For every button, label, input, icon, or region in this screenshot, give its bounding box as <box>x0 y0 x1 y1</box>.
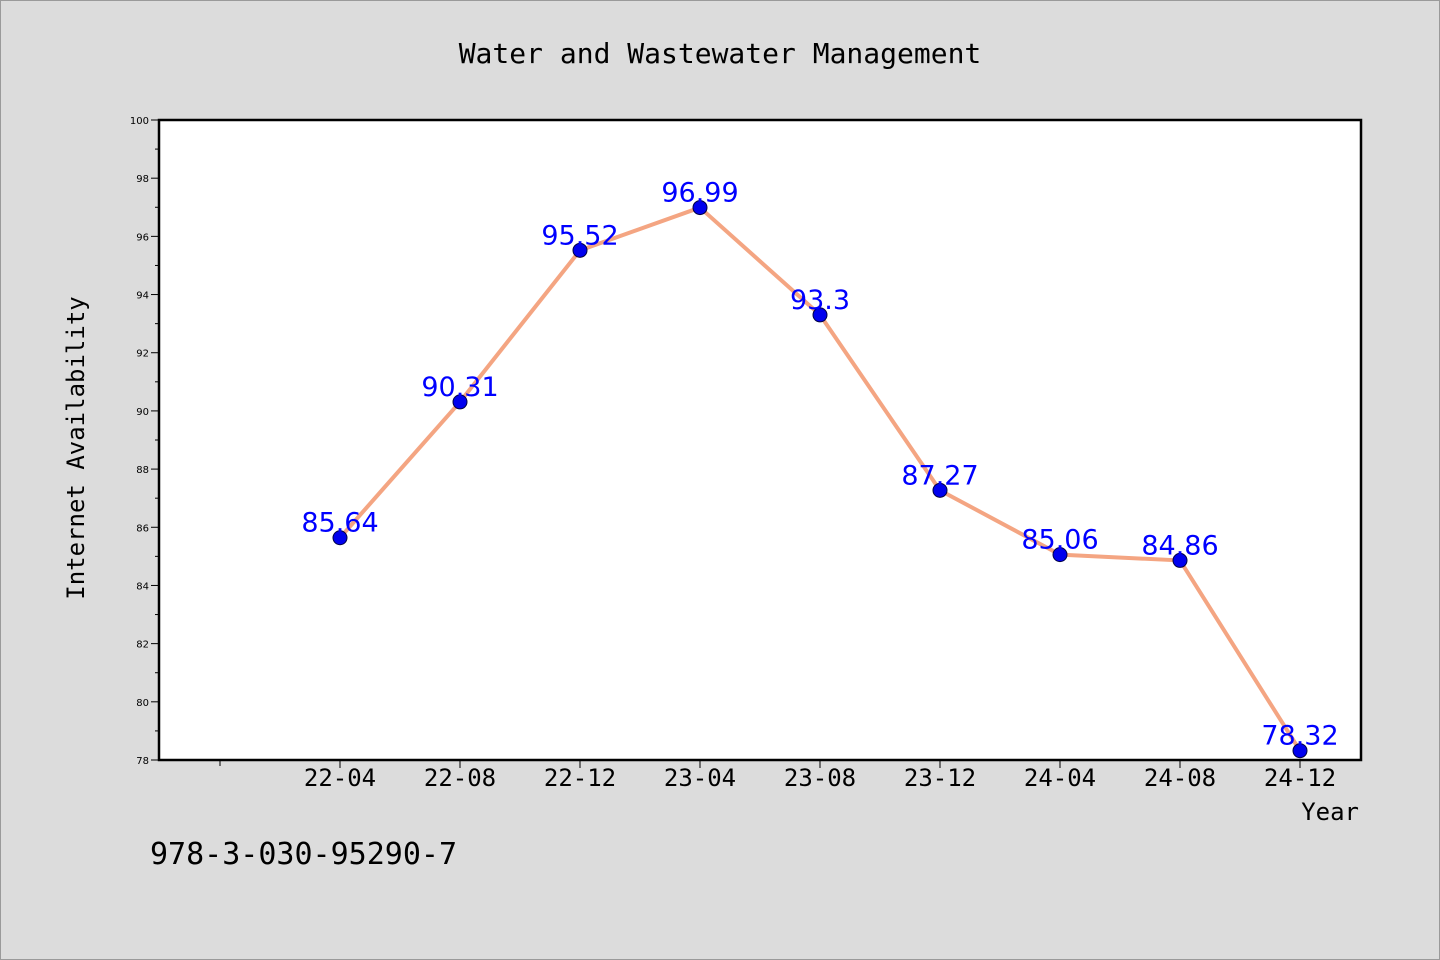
x-tick-label: 22-04 <box>304 764 376 792</box>
y-tick-label: 86 <box>136 523 149 534</box>
y-tick-label: 80 <box>136 698 149 709</box>
data-point <box>1292 743 1308 759</box>
data-points <box>332 200 1308 759</box>
y-tick-label: 94 <box>136 291 149 302</box>
x-axis: 22-04 22-08 22-12 23-04 23-08 23-12 24-04 24-08… <box>219 760 1336 792</box>
data-point <box>1172 552 1188 568</box>
y-tick-label: 88 <box>136 465 149 476</box>
data-label: 96.99 <box>661 178 738 209</box>
y-tick-label: 96 <box>136 232 149 243</box>
plot-area <box>157 118 1363 762</box>
y-axis: 78 80 82 84 86 88 90 92 94 96 98 100 <box>130 116 159 767</box>
y-tick-label: 98 <box>136 174 149 185</box>
data-label: 87.27 <box>901 460 978 491</box>
y-tick-label: 78 <box>136 756 149 767</box>
data-point <box>692 200 708 216</box>
y-tick-label: 84 <box>136 581 149 592</box>
x-tick-label: 23-12 <box>904 764 976 792</box>
footer-isbn: 978-3-030-95290-7 <box>150 837 457 872</box>
x-tick-label: 23-04 <box>664 764 736 792</box>
data-label: 84.86 <box>1141 530 1218 561</box>
x-tick-label: 23-08 <box>784 764 856 792</box>
data-point <box>572 242 588 258</box>
y-tick-label: 82 <box>136 640 149 651</box>
data-label: 85.64 <box>301 508 378 539</box>
x-tick-label: 22-12 <box>544 764 616 792</box>
data-point <box>932 482 948 498</box>
data-label: 78.32 <box>1261 721 1338 752</box>
data-label: 93.3 <box>790 285 850 316</box>
x-tick-label: 24-08 <box>1144 764 1216 792</box>
x-tick-label: 22-08 <box>424 764 496 792</box>
x-tick-label: 24-04 <box>1024 764 1096 792</box>
data-point <box>1052 547 1068 563</box>
chart-title: Water and Wastewater Management <box>459 37 982 70</box>
data-point <box>812 307 828 323</box>
data-label: 90.31 <box>421 372 498 403</box>
x-tick-label: 24-12 <box>1264 764 1336 792</box>
x-axis-label: Year <box>1301 798 1359 826</box>
y-tick-label: 92 <box>136 349 149 360</box>
y-tick-label: 90 <box>136 407 149 418</box>
data-point <box>332 530 348 546</box>
data-labels: 85.64 90.31 95.52 96.99 93.3 87.27 85.06 84.86 7… <box>301 178 1338 752</box>
y-axis-label: Internet Availability <box>62 296 90 599</box>
data-point <box>452 394 468 410</box>
data-label: 95.52 <box>541 220 618 251</box>
data-label: 85.06 <box>1021 525 1098 556</box>
y-tick-label: 100 <box>130 116 149 127</box>
